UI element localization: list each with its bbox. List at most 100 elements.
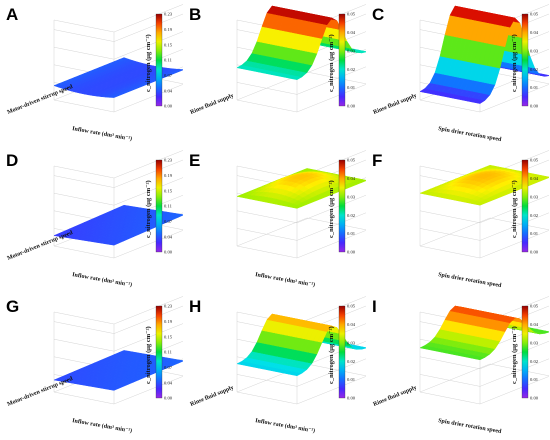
panel-letter: C	[372, 5, 384, 24]
chart-panel-a: A0.010.020.030.04Inflow rate (dm³ min⁻¹)…	[0, 2, 183, 148]
z-axis-label: c_nitrogen (μg cm⁻²)	[145, 326, 152, 384]
y-axis-label: Rinse fluid supply	[373, 93, 418, 116]
colorbar-tick-label: 0.05	[347, 158, 356, 163]
surface-mesh	[419, 5, 549, 104]
colorbar-tick-label: 0.23	[164, 304, 173, 309]
colorbar-tick-label: 0.01	[530, 377, 539, 382]
colorbar-tick-label: 0.15	[164, 42, 173, 47]
colorbar	[155, 13, 163, 107]
colorbar-tick-label: 0.15	[164, 334, 173, 339]
z-axis-label: c_nitrogen (μg cm⁻²)	[511, 326, 518, 384]
surface-plot-g: G0.010.020.030.04Inflow rate (dm³ min⁻¹)…	[6, 296, 183, 434]
surface-mesh	[53, 350, 183, 391]
panel-letter: A	[6, 5, 18, 24]
surface-mesh	[419, 305, 549, 361]
colorbar-tick-label: 0.05	[347, 304, 356, 309]
colorbar-tick-label: 0.03	[530, 48, 539, 53]
colorbar-tick-label: 0.04	[347, 176, 356, 181]
colorbar-tick-label: 0.07	[164, 73, 173, 78]
colorbar-tick-label: 0.04	[530, 322, 539, 327]
colorbar-tick-label: 0.00	[347, 396, 356, 401]
surface-mesh	[236, 313, 366, 377]
colorbar-tick-label: 0.19	[164, 27, 173, 32]
panel-letter: I	[372, 297, 377, 316]
colorbar-tick-label: 0.05	[530, 12, 539, 17]
surface-plot-h: H 0.01 0.02 0.03 0.04 Inflow rate (dm³ min⁻¹)…	[189, 296, 366, 434]
colorbar	[338, 13, 346, 107]
colorbar	[521, 305, 529, 399]
colorbar-tick-label: 0.04	[347, 30, 356, 35]
colorbar-tick-label: 0.00	[530, 250, 539, 255]
colorbar-tick-label: 0.00	[530, 396, 539, 401]
colorbar	[155, 159, 163, 253]
colorbar-tick-label: 0.02	[347, 213, 356, 218]
z-axis-label: c_nitrogen (μg cm⁻²)	[511, 180, 518, 238]
x-axis-label: Inflow rate (dm³ min⁻¹)	[72, 271, 133, 288]
colorbar-tick-label: 0.19	[164, 319, 173, 324]
colorbar-tick-label: 0.02	[530, 67, 539, 72]
colorbar-tick-label: 0.03	[347, 48, 356, 53]
z-axis-label: c_nitrogen (μg cm⁻²)	[328, 326, 335, 384]
y-axis-label: Rinse fluid supply	[190, 385, 235, 408]
y-axis-label: Rinse fluid supply	[373, 385, 418, 408]
colorbar	[521, 13, 529, 107]
colorbar-tick-label: 0.00	[347, 104, 356, 109]
colorbar-tick-label: 0.04	[530, 176, 539, 181]
panel-letter: F	[372, 151, 382, 170]
chart-panel-g: G0.010.020.030.04Inflow rate (dm³ min⁻¹)…	[0, 294, 183, 440]
colorbar-tick-label: 0.04	[347, 322, 356, 327]
colorbar-tick-label: 0.19	[164, 173, 173, 178]
surface-mesh	[419, 164, 549, 206]
surface-plot-i: I 0.01 0.02 0.03 0.04 Spin drier rotation spe…	[372, 296, 549, 435]
z-axis-label: c_nitrogen (μg cm⁻²)	[328, 34, 335, 92]
colorbar-tick-label: 0.03	[530, 194, 539, 199]
chart-panel-c: C 0.01 0.02 0.03 0.04 Spin drier rotation spe…	[366, 2, 549, 148]
colorbar-tick-label: 0.04	[164, 88, 173, 93]
surface-plot-f: F 0.01 0.02 0.03 0.04 Spin drier rotation spe…	[372, 150, 549, 289]
x-axis-label: Inflow rate (dm³ min⁻¹)	[72, 417, 133, 434]
colorbar	[155, 305, 163, 399]
colorbar-tick-label: 0.11	[164, 58, 173, 63]
z-axis-label: c_nitrogen (μg cm⁻²)	[145, 34, 152, 92]
surface-plot-a: A0.010.020.030.04Inflow rate (dm³ min⁻¹)…	[6, 4, 183, 142]
chart-panel-e: E 0.01 0.02 0.03 0.04 Inflow rate (dm³ min⁻¹)…	[183, 148, 366, 294]
y-axis-label: Motor-driven stirrup speed	[7, 230, 75, 262]
colorbar-tick-label: 0.23	[164, 158, 173, 163]
chart-panel-h: H 0.01 0.02 0.03 0.04 Inflow rate (dm³ min⁻¹)…	[183, 294, 366, 440]
panel-letter: G	[6, 297, 19, 316]
colorbar-tick-label: 0.00	[164, 104, 173, 109]
y-axis-label: Motor-driven stirrup speed	[7, 84, 75, 116]
colorbar	[338, 305, 346, 399]
colorbar-tick-label: 0.01	[347, 231, 356, 236]
colorbar-tick-label: 0.05	[530, 304, 539, 309]
colorbar-tick-label: 0.00	[530, 104, 539, 109]
colorbar-tick-label: 0.05	[530, 158, 539, 163]
x-axis-label: Spin drier rotation speed	[438, 126, 503, 143]
colorbar-tick-label: 0.03	[530, 340, 539, 345]
colorbar-tick-label: 0.03	[347, 340, 356, 345]
colorbar-tick-label: 0.03	[347, 194, 356, 199]
x-axis-label: Inflow rate (dm³ min⁻¹)	[255, 271, 316, 288]
surface-plot-c: C 0.01 0.02 0.03 0.04 Spin drier rotation spe…	[372, 4, 549, 143]
colorbar-tick-label: 0.02	[347, 359, 356, 364]
colorbar-tick-label: 0.04	[530, 30, 539, 35]
chart-panel-d: D0.010.020.030.04Inflow rate (dm³ min⁻¹)…	[0, 148, 183, 294]
colorbar-tick-label: 0.23	[164, 12, 173, 17]
axis-box	[419, 150, 549, 259]
colorbar-tick-label: 0.02	[530, 359, 539, 364]
colorbar-tick-label: 0.02	[530, 213, 539, 218]
chart-panel-i: I 0.01 0.02 0.03 0.04 Spin drier rotation spe…	[366, 294, 549, 440]
colorbar-tick-label: 0.07	[164, 365, 173, 370]
surface-plot-b: B 0.01 0.02 0.03 0.04 Rinse fluid supply 0.05 0…	[189, 4, 366, 116]
colorbar-tick-label: 0.00	[164, 250, 173, 255]
x-axis-label: Spin drier rotation speed	[438, 272, 503, 289]
panel-letter: B	[189, 5, 201, 24]
chart-panel-b: B 0.01 0.02 0.03 0.04 Rinse fluid supply 0.05 0…	[183, 2, 366, 148]
colorbar-tick-label: 0.00	[347, 250, 356, 255]
colorbar-tick-label: 0.04	[164, 380, 173, 385]
panel-letter: H	[189, 297, 201, 316]
colorbar-tick-label: 0.05	[347, 12, 356, 17]
y-axis-label: Rinse fluid supply	[190, 93, 235, 116]
colorbar-tick-label: 0.01	[530, 85, 539, 90]
